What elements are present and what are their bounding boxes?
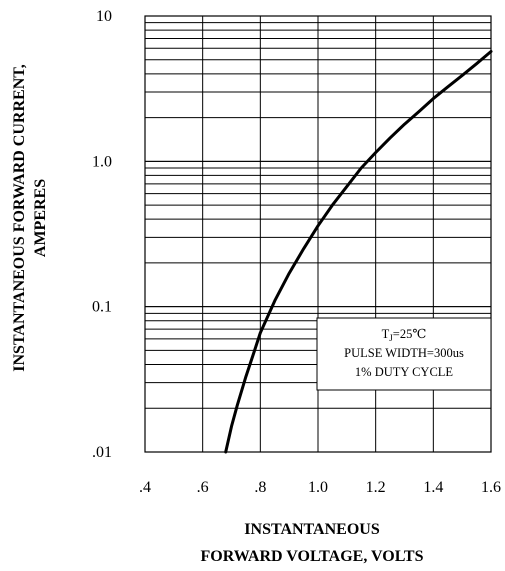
annotation-duty-cycle: 1% DUTY CYCLE [355, 365, 454, 379]
x-tick-labels: .4 .6 .8 1.0 1.2 1.4 1.6 [139, 479, 501, 496]
y-axis-label-line1: INSTANTANEOUS FORWARD CURRENT, [11, 64, 28, 371]
y-tick-label: 10 [96, 8, 112, 25]
y-tick-label: 1.0 [92, 153, 112, 170]
annotation-tj-subscript: J [389, 333, 393, 343]
forward-current-curve [224, 50, 493, 454]
annotation-frame [316, 317, 492, 391]
y-axis-label-line2: AMPERES [32, 179, 49, 257]
x-axis-label-line1: INSTANTANEOUS [244, 521, 380, 538]
x-axis-label-line2: FORWARD VOLTAGE, VOLTS [200, 548, 423, 565]
x-tick-label: 1.0 [308, 479, 328, 496]
x-tick-label: .8 [254, 479, 266, 496]
y-tick-label: .01 [92, 444, 112, 461]
y-tick-labels: .01 0.1 1.0 10 [92, 8, 112, 461]
annotation-pulse-width: PULSE WIDTH=300us [344, 346, 464, 360]
annotation-tj-value: =25℃ [393, 327, 427, 341]
y-tick-label: 0.1 [92, 299, 112, 316]
x-tick-label: .6 [197, 479, 209, 496]
x-tick-label: .4 [139, 479, 151, 496]
annotation-box: TJ=25℃ PULSE WIDTH=300us 1% DUTY CYCLE [316, 317, 492, 391]
x-tick-label: 1.6 [481, 479, 501, 496]
annotation-tj: TJ=25℃ [382, 327, 427, 343]
x-tick-label: 1.4 [423, 479, 443, 496]
annotation-tj-symbol: T [382, 327, 390, 341]
plot-frame [144, 15, 492, 453]
x-tick-label: 1.2 [366, 479, 386, 496]
